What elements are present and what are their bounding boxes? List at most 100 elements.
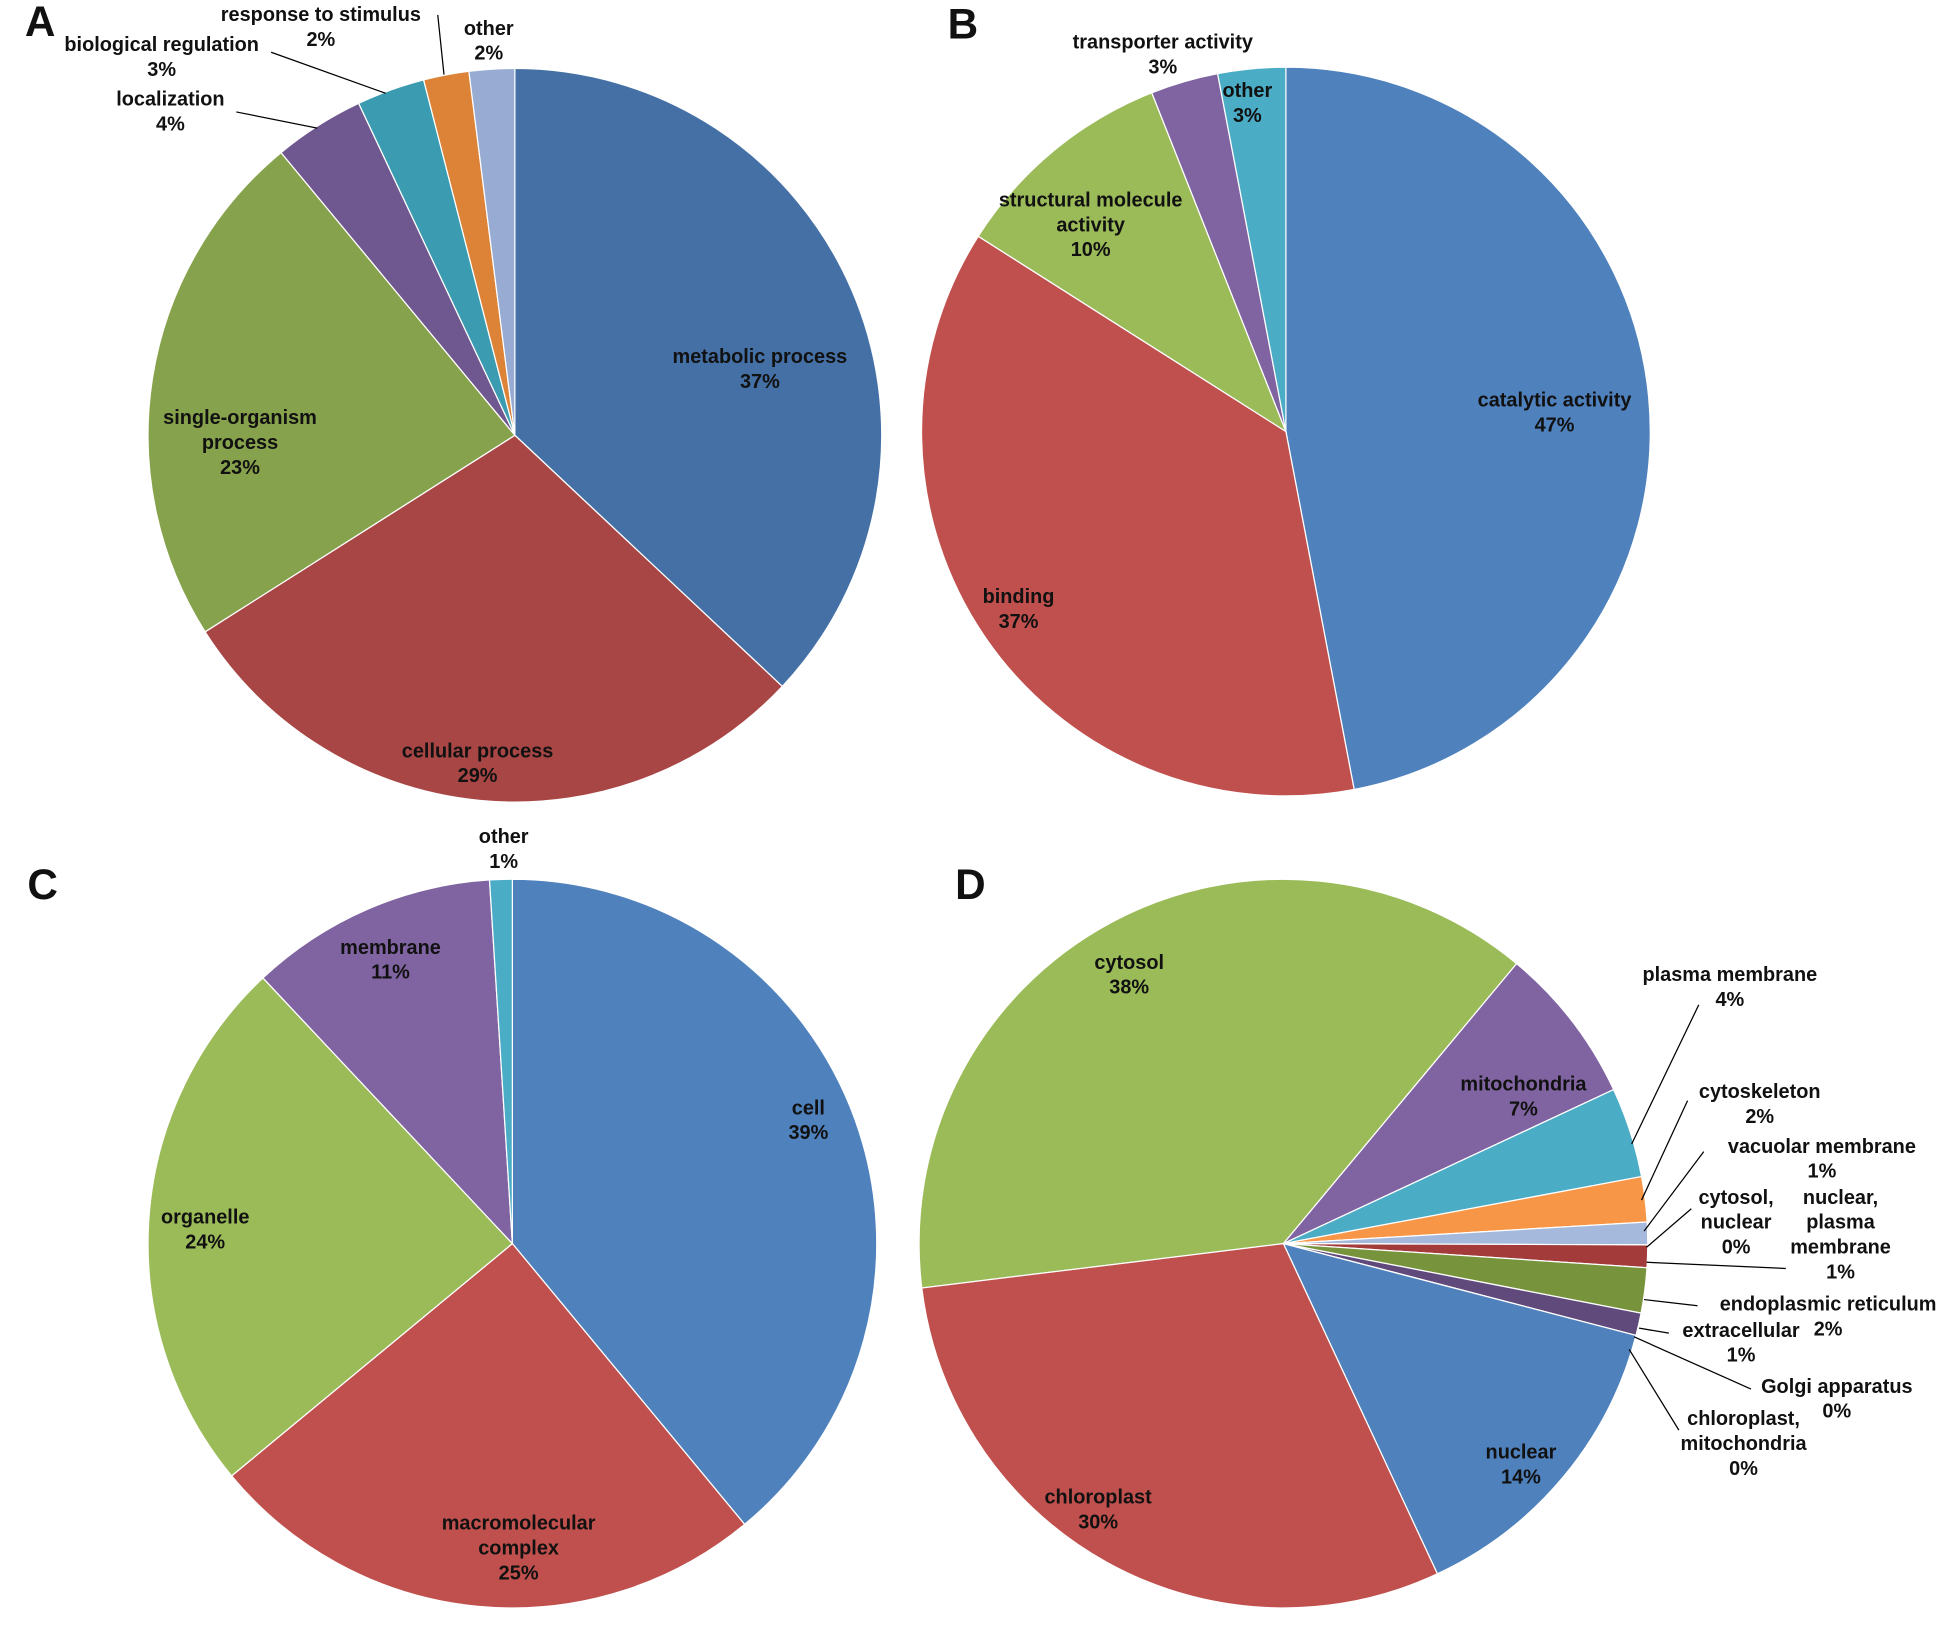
pie-slice xyxy=(918,878,1518,1289)
category-label: localization xyxy=(116,89,225,111)
value-label: 0% xyxy=(1729,1458,1758,1480)
slice-label: extracellular 1% xyxy=(1682,1321,1799,1367)
slice-label: Golgi apparatus 0% xyxy=(1744,1375,1931,1425)
category-label: response to stimulus xyxy=(220,4,421,27)
pie-slice xyxy=(488,878,514,1244)
category-label: nuclear, plasma membrane xyxy=(1790,1187,1891,1259)
pie-slice xyxy=(262,879,514,1246)
value-label: 3% xyxy=(1232,105,1262,127)
pie-slice xyxy=(1216,66,1287,432)
slice-label: chloroplast 30% xyxy=(1024,1486,1173,1536)
category-label: nuclear xyxy=(1485,1442,1557,1464)
slice-label-box: chloroplast 30% xyxy=(1024,1486,1173,1536)
value-label: 47% xyxy=(1534,415,1575,437)
slice-label: other 3% xyxy=(1210,80,1285,130)
slice-label: cytosol, nuclear 0% xyxy=(1698,1187,1774,1259)
slice-label-box: nuclear 14% xyxy=(1459,1441,1583,1491)
panel-letter: A xyxy=(25,0,56,45)
category-label: mitochondria xyxy=(1460,1074,1587,1096)
pie-slice xyxy=(1282,1242,1637,1575)
pie-slice xyxy=(977,91,1288,434)
value-label: 0% xyxy=(1721,1237,1751,1259)
slice-label-box: response to stimulus 2% xyxy=(197,4,446,54)
pie-slice xyxy=(230,1242,746,1609)
value-label: 29% xyxy=(457,766,498,788)
slice-label: mitochondria 7% xyxy=(1460,1074,1587,1121)
slice-label-box: cellular process 29% xyxy=(353,740,602,790)
slice-label-box: structural molecule activity 10% xyxy=(991,189,1190,264)
pie-slice xyxy=(1285,66,1651,791)
category-label: biological regulation xyxy=(64,34,259,56)
value-label: 1% xyxy=(489,851,519,874)
slice-label-box: plasma membrane 4% xyxy=(1618,964,1842,1014)
slice-label: cellular process 29% xyxy=(353,740,602,790)
category-label: membrane xyxy=(340,937,441,959)
slice-label: nuclear, plasma membrane 1% xyxy=(1790,1187,1891,1284)
value-label: 1% xyxy=(1807,1161,1837,1183)
value-label: 2% xyxy=(474,43,504,65)
leader-line xyxy=(1646,1261,1786,1270)
pie-slice xyxy=(147,151,516,633)
value-label: 10% xyxy=(1070,240,1111,262)
slice-label: transporter activity 3% xyxy=(1072,32,1253,79)
slice-label-box: single-organism process 23% xyxy=(141,407,340,482)
slice-label-box: endoplasmic reticulum 2% xyxy=(1691,1293,1950,1343)
leader-line xyxy=(270,51,386,94)
value-label: 1% xyxy=(1826,1262,1855,1284)
slice-label: nuclear 14% xyxy=(1459,1441,1583,1491)
slice-label-box: membrane 11% xyxy=(322,936,459,986)
category-label: transporter activity xyxy=(1072,32,1253,54)
pie-slice xyxy=(1282,962,1615,1245)
category-label: Golgi apparatus xyxy=(1761,1376,1913,1398)
value-label: 2% xyxy=(306,29,336,51)
category-label: other xyxy=(478,826,529,849)
value-label: 3% xyxy=(1148,57,1178,79)
value-label: 2% xyxy=(1745,1106,1775,1128)
slice-label-box: biological regulation 3% xyxy=(37,34,286,84)
slice-label-box: metabolic process 37% xyxy=(635,346,884,396)
slice-label-box: cytosol 38% xyxy=(1067,951,1191,1001)
leader-line xyxy=(1628,1348,1680,1431)
slice-label: biological regulation 3% xyxy=(37,34,286,84)
category-label: cytosol, nuclear xyxy=(1698,1187,1774,1234)
value-label: 25% xyxy=(498,1563,539,1585)
category-label: organelle xyxy=(160,1207,250,1229)
slice-label-box: binding 37% xyxy=(956,586,1080,636)
value-label: 2% xyxy=(1813,1319,1843,1341)
value-label: 39% xyxy=(788,1122,829,1145)
leader-line xyxy=(236,111,318,129)
leader-line xyxy=(1638,1327,1670,1334)
slice-label: membrane 11% xyxy=(322,936,459,986)
leader-line xyxy=(1633,1336,1752,1390)
panel-letter: C xyxy=(27,861,58,908)
slice-label: localization 4% xyxy=(116,89,225,136)
slice-label-box: other 3% xyxy=(1210,80,1285,130)
leader-line xyxy=(1643,1151,1705,1232)
category-label: metabolic process xyxy=(672,346,848,369)
pie-slice xyxy=(511,878,878,1526)
category-label: catalytic activity xyxy=(1477,390,1632,412)
slice-label-box: Golgi apparatus 0% xyxy=(1744,1375,1931,1425)
value-label: 30% xyxy=(1078,1512,1119,1534)
value-label: 4% xyxy=(1715,989,1745,1012)
slice-label-box: cytoskeleton 2% xyxy=(1685,1081,1834,1131)
slice-label: macromolecular complex 25% xyxy=(442,1513,596,1585)
slice-label-box: catalytic activity 47% xyxy=(1430,389,1679,439)
category-label: cytosol xyxy=(1094,952,1165,974)
pie-slice xyxy=(204,434,784,803)
slice-label-box: other 2% xyxy=(439,17,538,67)
category-label: cytoskeleton xyxy=(1698,1081,1821,1104)
leader-line xyxy=(437,14,445,75)
slice-label: structural molecule activity 10% xyxy=(991,189,1190,264)
value-label: 7% xyxy=(1509,1099,1538,1121)
category-label: binding xyxy=(982,586,1055,609)
category-label: plasma membrane xyxy=(1642,965,1818,987)
pie-slice xyxy=(514,67,883,688)
value-label: 37% xyxy=(739,371,780,393)
